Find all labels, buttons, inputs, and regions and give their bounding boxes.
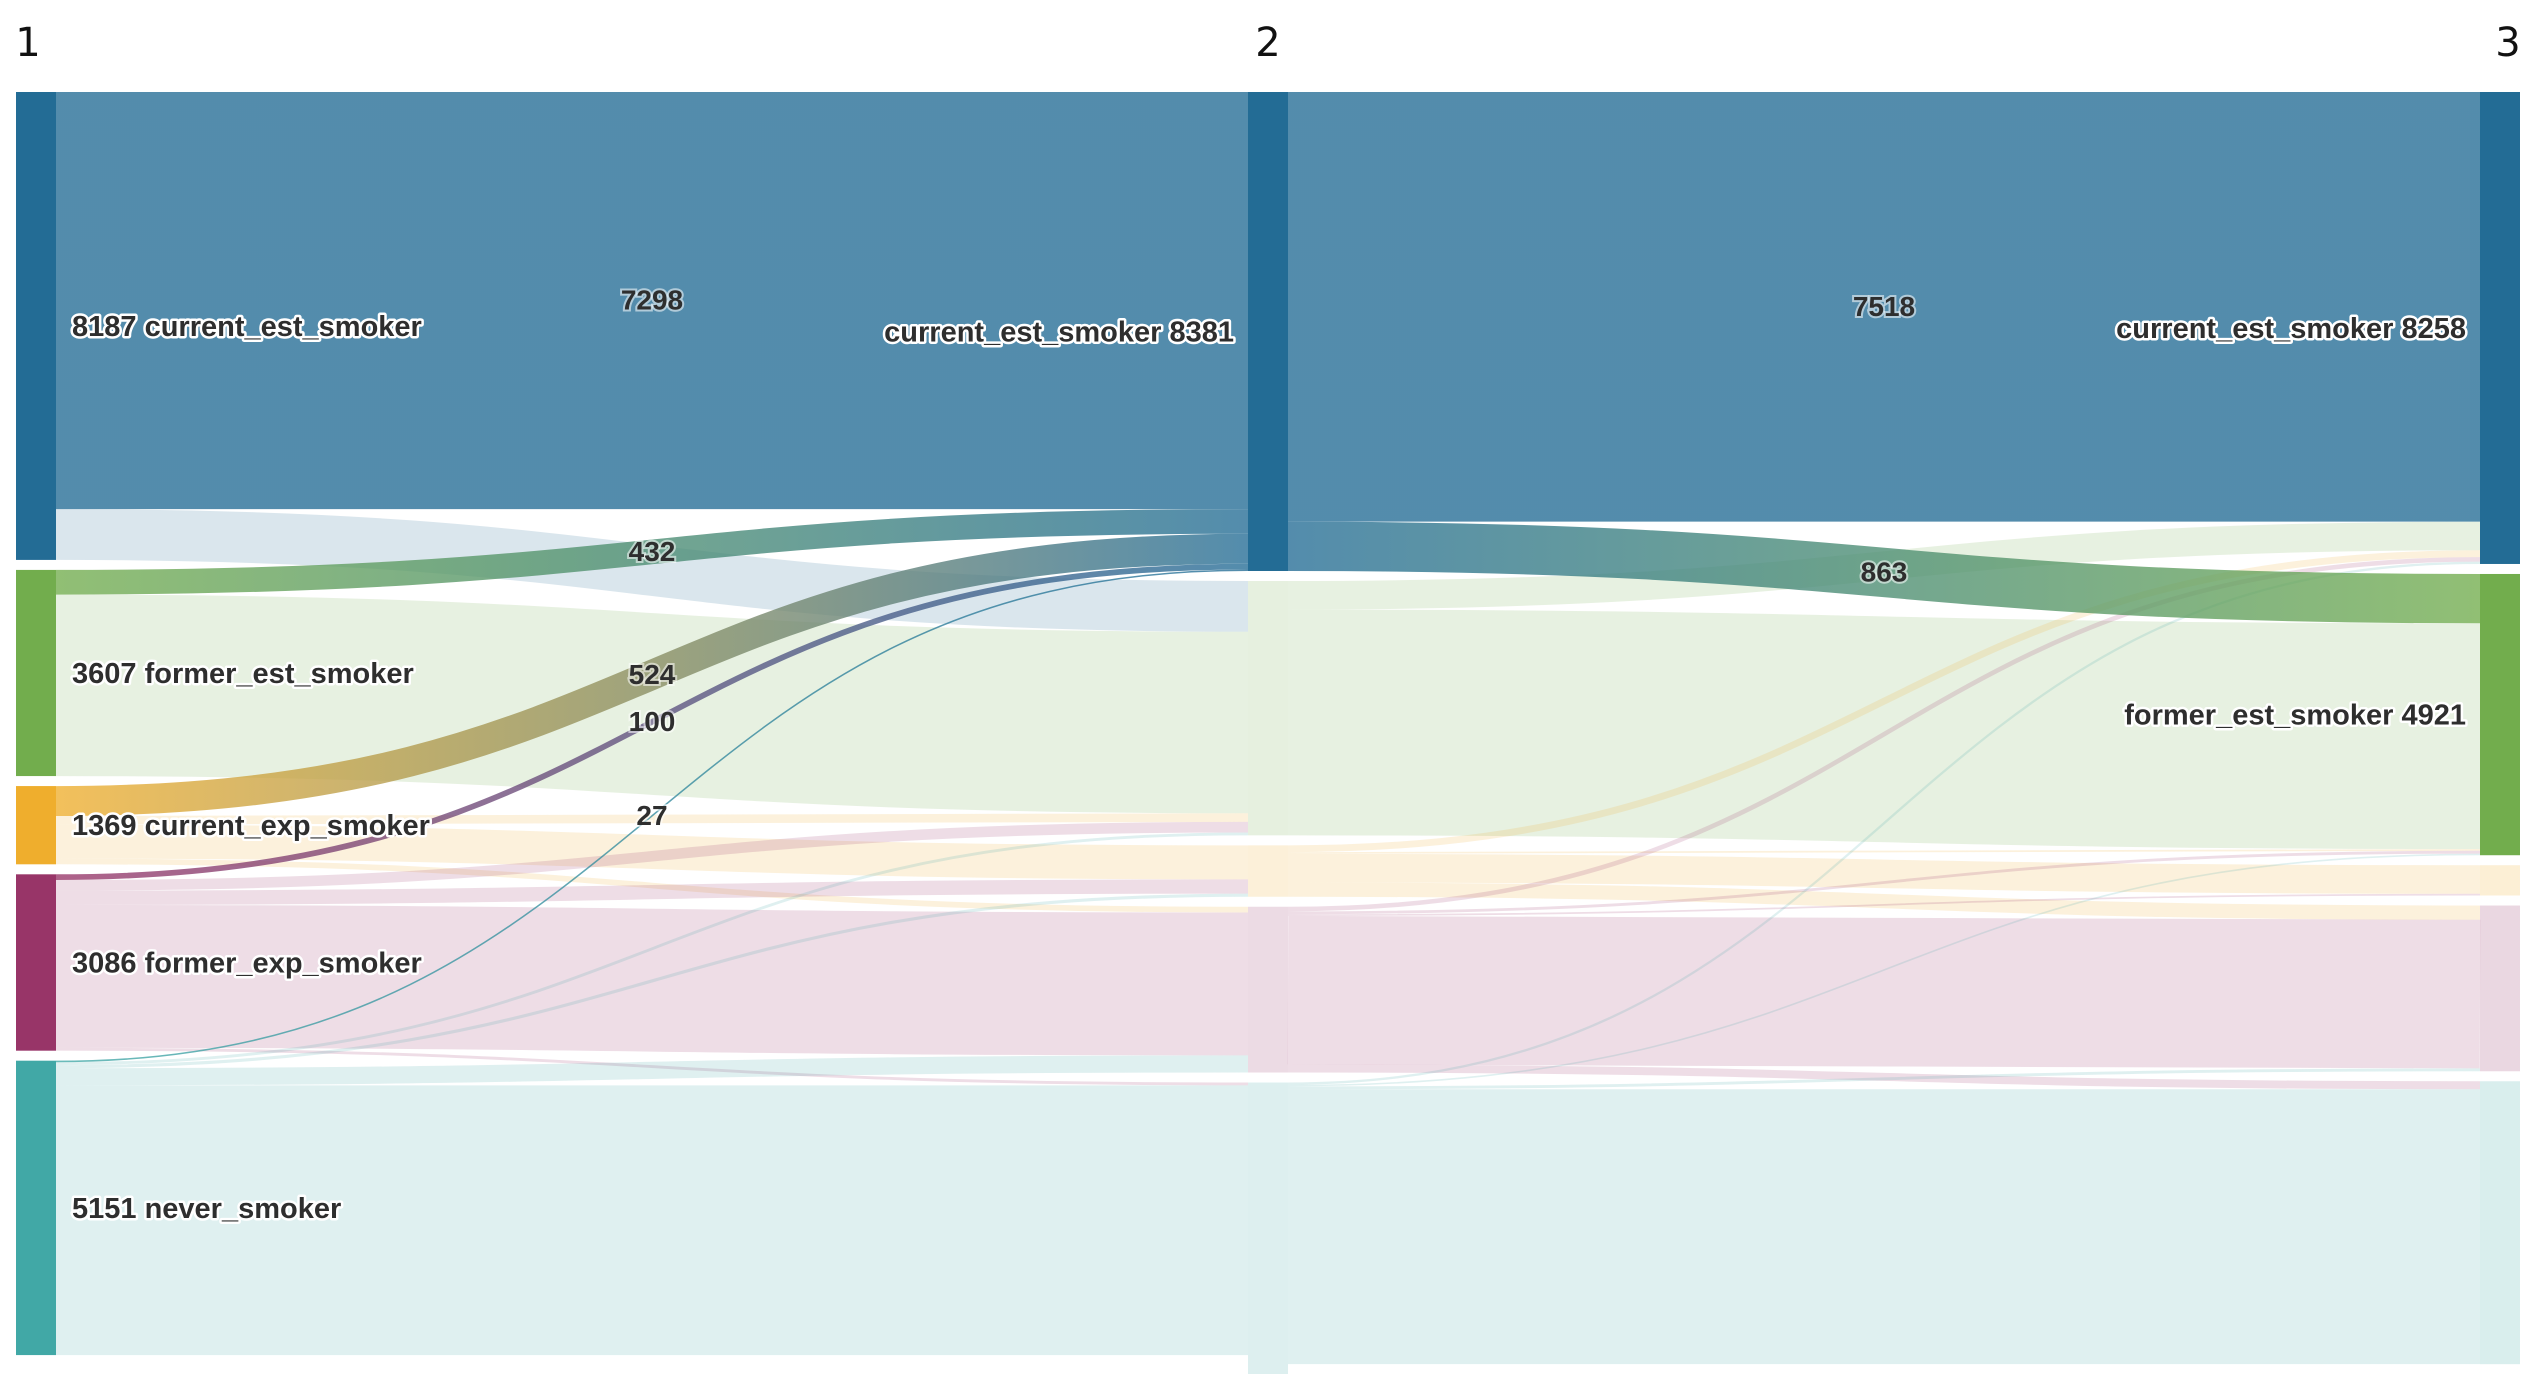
sankey-link-s2_former_exp_smoker-to-s3_current_exp_smoker: [1287, 893, 2481, 916]
sankey-link-s1_never_smoker-to-s2_current_exp_smoker: [55, 893, 1249, 1069]
sankey-node-s3_former_exp_smoker: [2480, 905, 2520, 1072]
link-value-label: 432: [629, 536, 676, 567]
stage-label-1: 1: [15, 20, 40, 66]
sankey-node-s2_current_exp_smoker: [1248, 845, 1288, 897]
sankey-node-s3_current_est_smoker: [2480, 92, 2520, 564]
sankey-link-s2_former_exp_smoker-to-s3_former_est_smoker: [1287, 850, 2481, 915]
sankey-link-s1_current_exp_smoker-to-s2_current_est_smoker: [55, 533, 1249, 817]
stage-label-3: 3: [2495, 20, 2520, 66]
sankey-link-s1_former_exp_smoker-to-s2_never_smoker: [55, 1047, 1249, 1086]
node-label-s1_never_smoker: 5151 never_smoker: [72, 1193, 341, 1225]
sankey-link-s1_former_exp_smoker-to-s2_former_exp_smoker: [55, 904, 1249, 1056]
sankey-link-s2_current_exp_smoker-to-s3_former_exp_smoker: [1287, 882, 2481, 920]
sankey-node-s1_current_exp_smoker: [16, 786, 56, 865]
sankey-node-s3_former_est_smoker: [2480, 573, 2520, 856]
sankey-link-s1_former_est_smoker-to-s2_current_est_smoker: [55, 509, 1249, 595]
sankey-node-s2_never_smoker: [1248, 1082, 1288, 1374]
sankey-link-s2_current_exp_smoker-to-s3_current_exp_smoker: [1287, 853, 2481, 894]
sankey-link-s2_never_smoker-to-s3_former_exp_smoker: [1287, 1068, 2481, 1090]
node-label-s2_current_est_smoker: current_est_smoker 8381: [884, 317, 1234, 349]
nodes-layer: [16, 92, 2520, 1374]
sankey-node-s1_former_est_smoker: [16, 569, 56, 777]
sankey-link-s1_current_exp_smoker-to-s2_former_est_smoker: [55, 813, 1249, 825]
sankey-link-s1_never_smoker-to-s2_former_est_smoker: [55, 832, 1249, 1066]
link-value-label: 7298: [621, 285, 683, 316]
sankey-link-s2_current_est_smoker-to-s3_former_est_smoker: [1287, 521, 2481, 624]
stage-labels: 1 2 3: [15, 20, 2520, 66]
sankey-link-s2_current_exp_smoker-to-s3_former_est_smoker: [1287, 849, 2481, 854]
node-label-s1_current_est_smoker: 8187 current_est_smoker: [72, 311, 422, 343]
links-layer: [55, 92, 2481, 1365]
node-label-s3_current_est_smoker: current_est_smoker 8258: [2116, 313, 2466, 345]
sankey-link-s2_former_exp_smoker-to-s3_never_smoker: [1287, 1064, 2481, 1090]
labels-layer: 7298 432 524 100 27 7518 863 8187 current_est_s…: [70, 283, 2469, 1228]
sankey-node-s3_never_smoker: [2480, 1081, 2520, 1365]
sankey-node-s1_former_exp_smoker: [16, 874, 56, 1051]
node-label-s3_former_est_smoker: former_est_smoker 4921: [2124, 700, 2466, 732]
sankey-link-s1_current_exp_smoker-to-s2_current_exp_smoker: [55, 824, 1249, 880]
sankey-link-s1_former_exp_smoker-to-s2_former_est_smoker: [55, 821, 1249, 891]
sankey-node-s3_current_exp_smoker: [2480, 865, 2520, 896]
sankey-link-s2_former_est_smoker-to-s3_former_est_smoker: [1287, 609, 2481, 850]
sankey-node-s2_former_est_smoker: [1248, 581, 1288, 836]
sankey-link-s1_former_exp_smoker-to-s2_current_exp_smoker: [55, 879, 1249, 905]
sankey-link-s2_never_smoker-to-s3_former_est_smoker: [1287, 853, 2481, 1087]
link-value-label: 100: [629, 706, 676, 737]
link-value-label: 863: [1861, 556, 1908, 587]
sankey-node-s2_former_exp_smoker: [1248, 906, 1288, 1073]
sankey-node-s2_current_est_smoker: [1248, 92, 1288, 572]
node-label-s1_current_exp_smoker: 1369 current_exp_smoker: [72, 810, 430, 842]
sankey-link-s1_never_smoker-to-s2_current_est_smoker: [55, 569, 1249, 1063]
sankey-link-s1_current_est_smoker-to-s2_former_est_smoker: [55, 509, 1249, 632]
sankey-link-s1_never_smoker-to-s2_former_exp_smoker: [55, 1055, 1249, 1086]
sankey-link-s2_former_exp_smoker-to-s3_former_exp_smoker: [1287, 915, 2481, 1069]
sankey-link-s1_former_est_smoker-to-s2_former_est_smoker: [55, 594, 1249, 814]
sankey-link-s1_current_exp_smoker-to-s2_former_exp_smoker: [55, 858, 1249, 913]
node-label-s1_former_exp_smoker: 3086 former_exp_smoker: [72, 947, 422, 979]
sankey-node-s1_never_smoker: [16, 1060, 56, 1356]
sankey-node-s1_current_est_smoker: [16, 92, 56, 560]
link-value-label: 524: [629, 659, 676, 690]
node-label-s1_former_est_smoker: 3607 former_est_smoker: [72, 658, 414, 690]
stage-label-2: 2: [1255, 20, 1280, 66]
sankey-link-s1_former_exp_smoker-to-s2_current_est_smoker: [55, 563, 1249, 881]
link-value-label: 7518: [1853, 291, 1915, 322]
link-value-label: 27: [636, 800, 667, 831]
